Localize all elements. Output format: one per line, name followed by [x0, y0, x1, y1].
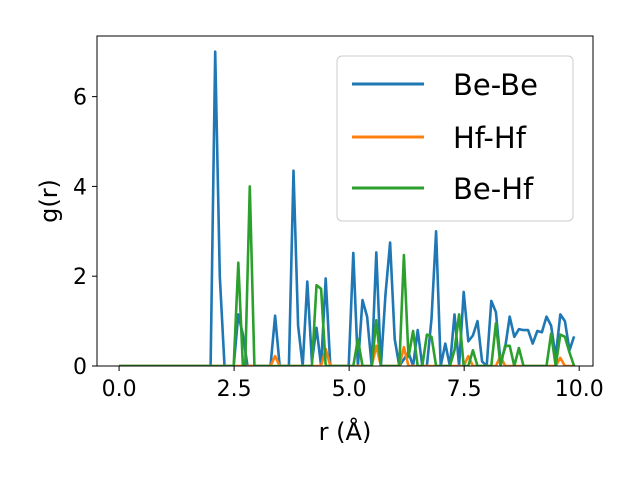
- series-line-be-hf: [119, 185, 576, 366]
- plot-frame: [96, 35, 594, 367]
- x-tick-label: 5.0: [332, 377, 367, 402]
- legend: Be-Be Hf-Hf Be-Hf: [336, 55, 574, 222]
- x-tick-label: 0.0: [102, 377, 137, 402]
- x-tick-label: 10.0: [555, 377, 604, 402]
- y-tick-label: 4: [73, 175, 87, 200]
- x-axis-label: r (Å): [319, 417, 372, 446]
- y-tick-label: 2: [73, 265, 87, 290]
- x-tick-label: 2.5: [217, 377, 252, 402]
- series-layer: [119, 50, 576, 366]
- y-axis: 0 2 4 6: [73, 86, 97, 380]
- series-line-hf-hf: [119, 344, 575, 366]
- series-line-be-be: [119, 50, 576, 366]
- legend-label-be-be: Be-Be: [453, 68, 538, 102]
- legend-box: [336, 55, 574, 222]
- legend-label-be-hf: Be-Hf: [453, 172, 534, 206]
- y-tick-label: 0: [73, 355, 87, 380]
- y-tick-label: 6: [73, 86, 87, 111]
- x-tick-label: 7.5: [447, 377, 482, 402]
- plot-area: [119, 50, 576, 366]
- x-axis: 0.0 2.5 5.0 7.5 10.0: [102, 366, 604, 402]
- y-axis-label: g(r): [35, 179, 63, 223]
- legend-label-hf-hf: Hf-Hf: [453, 121, 527, 155]
